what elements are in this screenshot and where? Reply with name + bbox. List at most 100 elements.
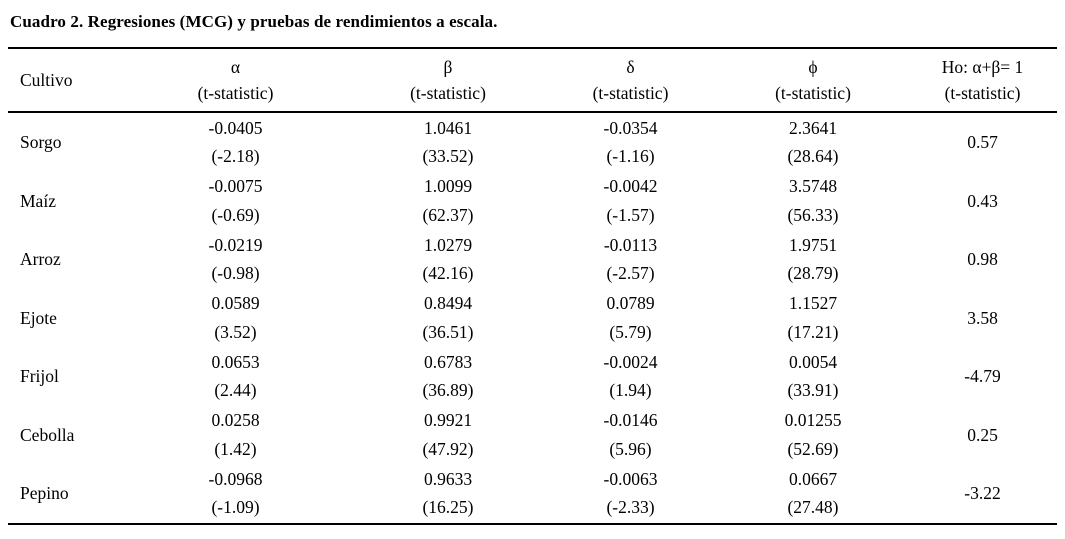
t-statistic-value: (5.96) (609, 438, 652, 459)
phi-cell: 0.0054 (33.91) (718, 348, 908, 405)
coefficient-value: 0.6783 (423, 351, 473, 372)
t-statistic-value: (28.64) (787, 146, 839, 167)
table-row-cebolla: Cebolla 0.0258 (1.42) 0.9921 (47.92) -0.… (8, 406, 1057, 465)
t-statistic-value: (-2.33) (606, 497, 655, 518)
alpha-cell: -0.0968 (-1.09) (118, 465, 353, 522)
t-statistic-value: (-2.18) (211, 146, 260, 167)
t-statistic-value: (-1.16) (606, 146, 655, 167)
phi-cell: 1.9751 (28.79) (718, 231, 908, 288)
coefficient-value: -0.0113 (603, 234, 658, 255)
delta-cell: -0.0354 (-1.16) (543, 114, 718, 171)
crop-name: Maíz (20, 190, 56, 211)
table-row-maiz: Maíz -0.0075 (-0.69) 1.0099 (62.37) -0.0… (8, 172, 1057, 231)
table-row-sorgo: Sorgo -0.0405 (-2.18) 1.0461 (33.52) -0.… (8, 113, 1057, 172)
coefficient-value: 0.9633 (423, 468, 473, 489)
ho-test-value: 0.57 (967, 132, 998, 153)
coefficient-value: -0.0063 (603, 468, 658, 489)
t-statistic-value: (62.37) (422, 204, 474, 225)
beta-cell: 1.0099 (62.37) (353, 172, 543, 229)
table-caption: Cuadro 2. Regresiones (MCG) y pruebas de… (10, 12, 498, 31)
ho-test-value: 0.98 (967, 249, 998, 270)
crop-name: Frijol (20, 366, 59, 387)
t-statistic-value: (28.79) (787, 263, 839, 284)
coefficient-value: 1.9751 (788, 234, 838, 255)
crop-name: Ejote (20, 307, 57, 328)
alpha-cell: -0.0405 (-2.18) (118, 114, 353, 171)
column-symbol: α (230, 57, 241, 77)
column-symbol: δ (626, 57, 635, 77)
t-statistic-value: (-0.69) (211, 204, 260, 225)
table-row-ejote: Ejote 0.0589 (3.52) 0.8494 (36.51) 0.078… (8, 289, 1057, 348)
coefficient-value: 0.01255 (784, 410, 842, 431)
beta-cell: 1.0461 (33.52) (353, 114, 543, 171)
delta-cell: -0.0146 (5.96) (543, 406, 718, 463)
coefficient-value: -0.0219 (208, 234, 263, 255)
delta-cell: -0.0024 (1.94) (543, 348, 718, 405)
t-statistic-value: (17.21) (787, 321, 839, 342)
delta-cell: -0.0063 (-2.33) (543, 465, 718, 522)
alpha-cell: -0.0075 (-0.69) (118, 172, 353, 229)
alpha-cell: 0.0653 (2.44) (118, 348, 353, 405)
coefficient-value: 0.0054 (788, 351, 838, 372)
table-row-pepino: Pepino -0.0968 (-1.09) 0.9633 (16.25) -0… (8, 464, 1057, 523)
t-statistic-value: (33.52) (422, 146, 474, 167)
delta-cell: -0.0042 (-1.57) (543, 172, 718, 229)
crop-name: Pepino (20, 483, 69, 504)
delta-cell: 0.0789 (5.79) (543, 289, 718, 346)
phi-cell: 2.3641 (28.64) (718, 114, 908, 171)
t-statistic-value: (1.94) (609, 380, 652, 401)
coefficient-value: 1.1527 (788, 293, 838, 314)
column-header-alpha: α (t-statistic) (118, 54, 353, 106)
t-statistic-value: (-2.57) (606, 263, 655, 284)
coefficient-value: -0.0146 (603, 410, 658, 431)
ho-test-value: 3.58 (967, 307, 998, 328)
beta-cell: 0.9633 (16.25) (353, 465, 543, 522)
t-statistic-value: (2.44) (214, 380, 257, 401)
ho-test-value: 0.25 (967, 424, 998, 445)
t-statistic-value: (5.79) (609, 321, 652, 342)
column-header-ho-test: Ho: α+β= 1 (t-statistic) (908, 54, 1057, 106)
column-header-delta: δ (t-statistic) (543, 54, 718, 106)
coefficient-value: 0.0653 (211, 351, 260, 372)
t-statistic-value: (-0.98) (211, 263, 260, 284)
coefficient-value: -0.0075 (208, 176, 263, 197)
crop-name: Cebolla (20, 424, 75, 445)
beta-cell: 0.8494 (36.51) (353, 289, 543, 346)
t-statistic-value: (36.51) (422, 321, 474, 342)
crop-name: Sorgo (20, 132, 62, 153)
coefficient-value: 0.0789 (606, 293, 655, 314)
crop-name: Arroz (20, 249, 61, 270)
phi-cell: 0.0667 (27.48) (718, 465, 908, 522)
phi-cell: 0.01255 (52.69) (718, 406, 908, 463)
column-subheader: (t-statistic) (775, 83, 851, 103)
table-header-row: Cultivo α (t-statistic) β (t-statistic) … (8, 49, 1057, 113)
phi-cell: 3.5748 (56.33) (718, 172, 908, 229)
coefficient-value: 0.0667 (788, 468, 838, 489)
column-symbol: β (443, 57, 453, 77)
t-statistic-value: (36.89) (422, 380, 474, 401)
t-statistic-value: (-1.57) (606, 204, 655, 225)
delta-cell: -0.0113 (-2.57) (543, 231, 718, 288)
t-statistic-value: (-1.09) (211, 497, 260, 518)
t-statistic-value: (42.16) (422, 263, 474, 284)
t-statistic-value: (1.42) (214, 438, 257, 459)
beta-cell: 0.9921 (47.92) (353, 406, 543, 463)
coefficient-value: 0.0589 (211, 293, 260, 314)
coefficient-value: 1.0099 (423, 176, 473, 197)
coefficient-value: -0.0354 (603, 117, 658, 138)
column-subheader: (t-statistic) (944, 83, 1021, 103)
coefficient-value: 0.9921 (423, 410, 473, 431)
column-header-beta: β (t-statistic) (353, 54, 543, 106)
alpha-cell: 0.0589 (3.52) (118, 289, 353, 346)
table-row-arroz: Arroz -0.0219 (-0.98) 1.0279 (42.16) -0.… (8, 230, 1057, 289)
coefficient-value: -0.0042 (603, 176, 658, 197)
ho-test-value: -4.79 (964, 366, 1001, 387)
column-subheader: (t-statistic) (592, 83, 669, 103)
beta-cell: 0.6783 (36.89) (353, 348, 543, 405)
coefficient-value: -0.0405 (208, 117, 263, 138)
coefficient-value: 2.3641 (788, 117, 838, 138)
column-symbol: ϕ (808, 57, 818, 77)
phi-cell: 1.1527 (17.21) (718, 289, 908, 346)
table-row-frijol: Frijol 0.0653 (2.44) 0.6783 (36.89) -0.0… (8, 347, 1057, 406)
